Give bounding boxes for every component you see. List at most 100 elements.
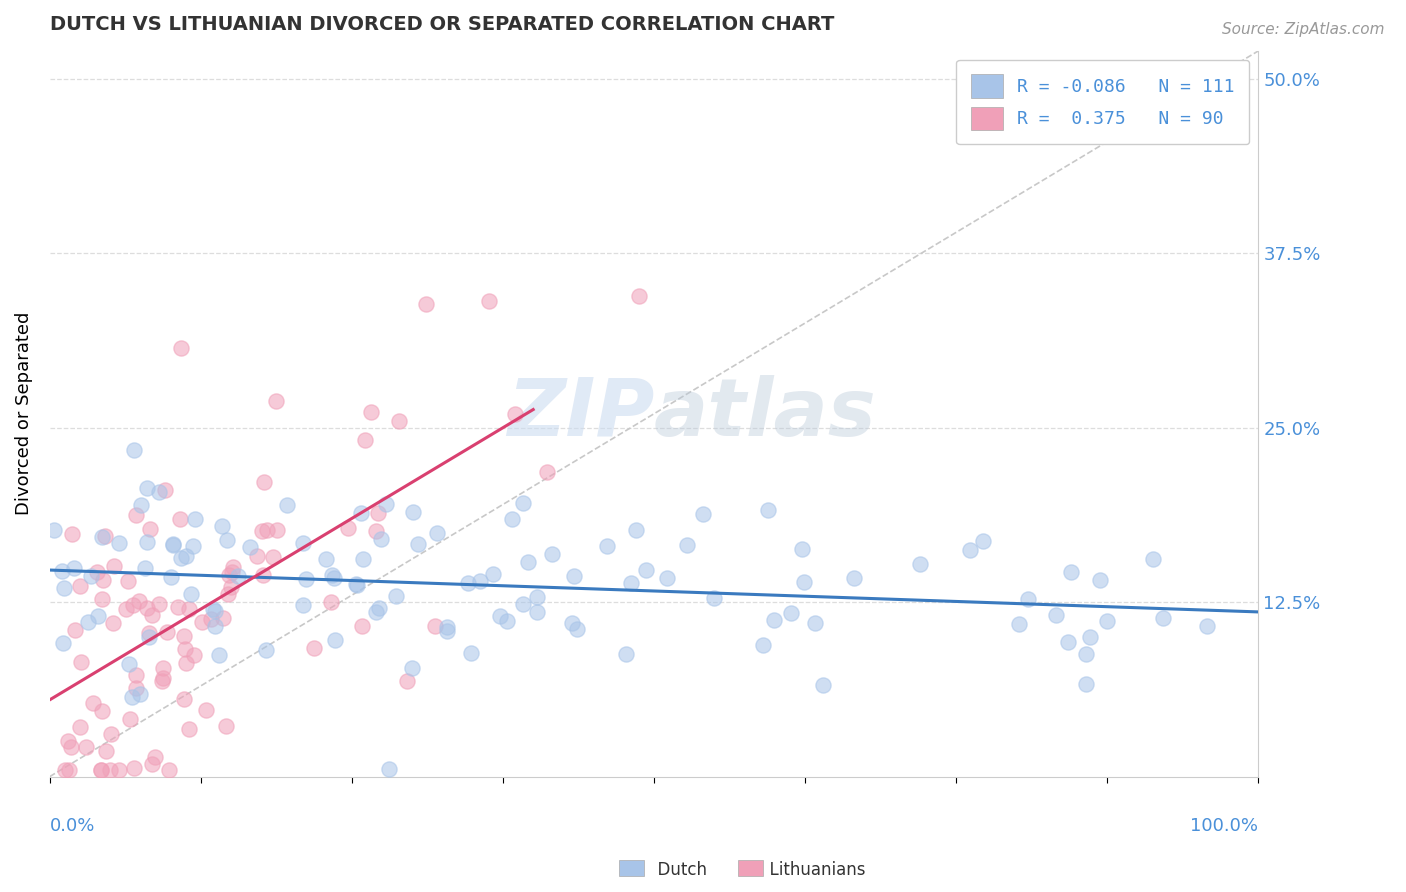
Point [370,532,392,546]
Point [134,561,156,575]
Point [655,571,678,585]
Point [60,527,83,541]
Point [368,600,391,615]
Point [526,605,548,619]
Point [565,622,588,636]
Point [1152,611,1174,625]
Point [804,616,827,631]
Point [218,568,240,582]
Point [512,496,534,510]
Point [162,538,184,552]
Point [115,602,138,616]
Point [1088,574,1111,588]
Point [58,763,80,777]
Point [292,535,315,549]
Text: ZIP: ZIP [506,375,654,453]
Point [141,756,163,771]
Point [1076,647,1098,661]
Point [157,763,180,777]
Point [90,763,112,777]
Point [204,604,226,618]
FancyBboxPatch shape [619,860,644,876]
Y-axis label: Divorced or Separated: Divorced or Separated [15,312,32,516]
Point [620,576,643,591]
Point [174,656,197,670]
Point [125,508,148,522]
Point [780,606,803,620]
Point [256,523,278,537]
Point [354,433,377,447]
Point [1078,630,1101,644]
Point [636,563,658,577]
Point [517,555,540,569]
Text: 0.0%: 0.0% [49,816,96,835]
Point [124,681,146,695]
Point [162,537,184,551]
Legend: R = -0.086   N = 111, R =  0.375   N = 90: R = -0.086 N = 111, R = 0.375 N = 90 [956,60,1250,145]
Point [541,547,564,561]
Point [169,511,191,525]
Point [173,692,195,706]
Point [117,574,139,588]
Point [160,570,183,584]
Point [215,719,238,733]
Point [100,727,122,741]
Point [436,620,458,634]
Point [250,524,273,538]
Point [195,702,218,716]
Point [174,549,197,563]
Point [148,597,170,611]
Point [177,722,200,736]
Point [44,523,66,537]
Point [200,611,222,625]
Point [98,763,121,777]
Point [1142,552,1164,566]
Point [972,534,994,549]
Point [426,526,449,541]
Point [136,534,159,549]
Point [217,587,239,601]
Point [204,619,226,633]
Point [628,288,651,302]
Point [350,506,373,520]
Point [75,740,97,755]
Point [395,674,418,689]
Point [302,640,325,655]
Point [129,687,152,701]
Point [174,642,197,657]
Text: DUTCH VS LITHUANIAN DIVORCED OR SEPARATED CORRELATION CHART: DUTCH VS LITHUANIAN DIVORCED OR SEPARATE… [49,15,834,34]
Point [562,568,585,582]
Point [401,660,423,674]
Point [366,524,388,538]
Point [763,613,786,627]
Point [107,763,129,777]
Point [80,569,103,583]
Text: 100.0%: 100.0% [1191,816,1258,835]
Point [170,551,193,566]
Point [752,638,775,652]
Point [51,564,73,578]
Point [375,497,398,511]
Point [315,552,337,566]
Point [536,465,558,479]
Point [69,720,91,734]
Point [226,568,249,582]
Point [70,655,93,669]
Point [388,414,411,428]
Text: atlas: atlas [654,375,877,453]
Point [177,601,200,615]
Point [141,607,163,622]
Point [52,636,75,650]
Point [367,507,389,521]
Point [82,696,104,710]
Point [122,761,145,775]
Point [756,502,779,516]
Point [350,619,373,633]
Point [124,443,146,458]
Point [118,657,141,672]
Point [344,577,367,591]
Point [136,481,159,495]
Point [246,549,269,563]
Point [191,615,214,630]
Point [121,690,143,705]
